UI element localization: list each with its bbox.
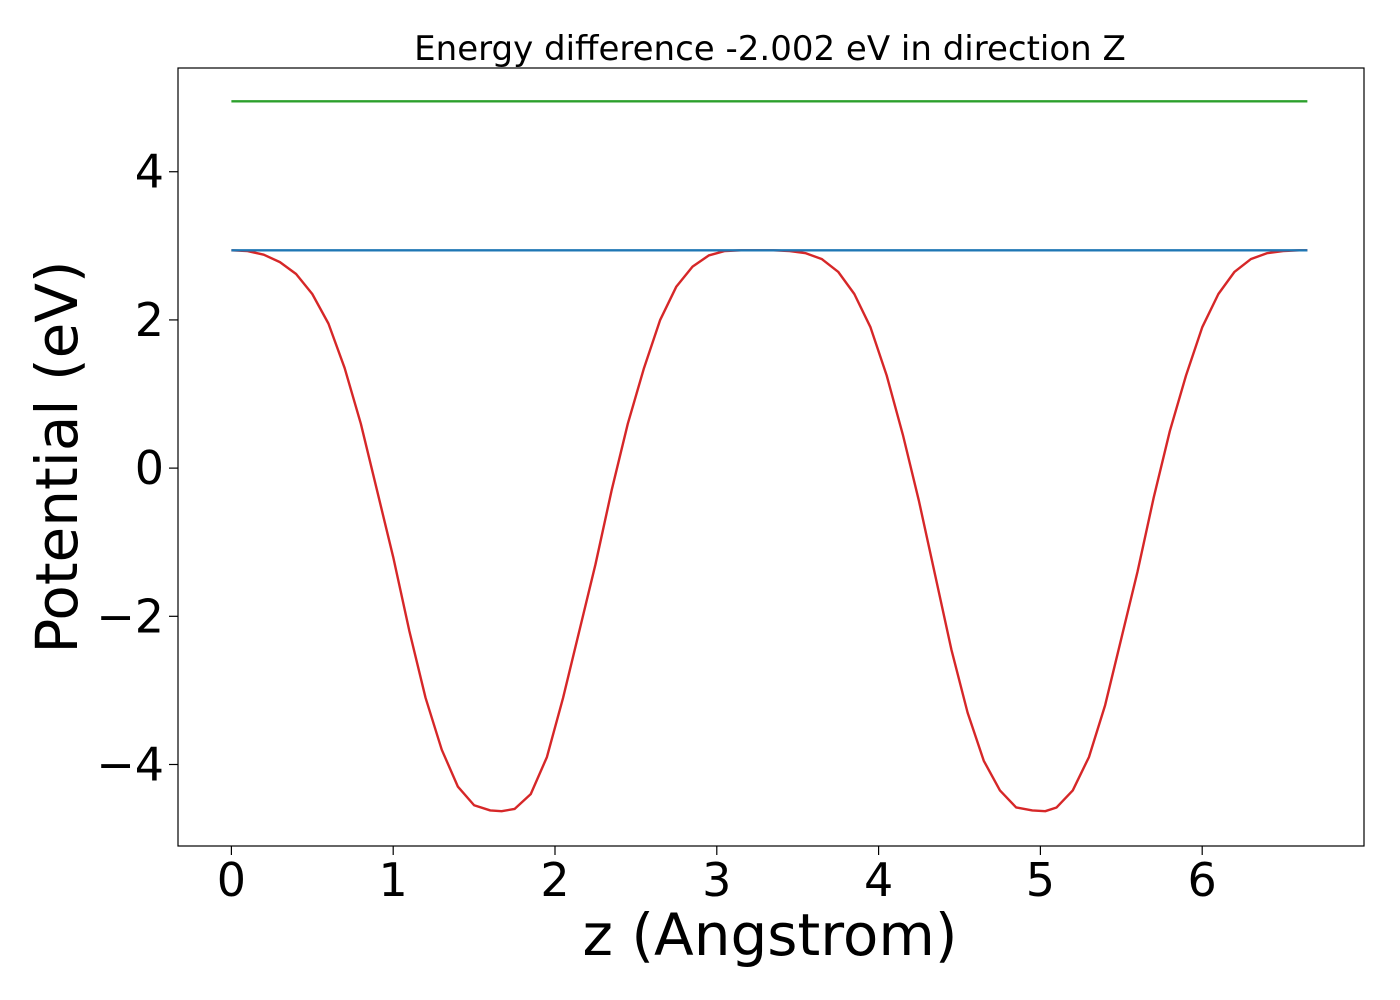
y-tick-label: 0 — [135, 441, 164, 495]
y-tick-label: 4 — [135, 145, 164, 199]
x-tick-label: 3 — [702, 853, 731, 907]
chart-title: Energy difference -2.002 eV in direction… — [414, 29, 1126, 69]
series-line-0 — [231, 249, 1308, 813]
x-tick-label: 6 — [1188, 853, 1217, 907]
series-group — [231, 100, 1308, 813]
x-tick-label: 5 — [1026, 853, 1055, 907]
x-tick-label: 0 — [217, 853, 246, 907]
x-tick-label: 1 — [379, 853, 408, 907]
plot-area-frame — [177, 67, 1365, 847]
x-tick-label: 2 — [540, 853, 569, 907]
x-axis-ticks: 0 1 2 3 4 5 6 — [217, 846, 1217, 907]
y-tick-label: −4 — [96, 737, 164, 791]
x-tick-label: 4 — [864, 853, 893, 907]
y-tick-label: −2 — [96, 589, 164, 643]
y-axis-ticks: −4 −2 0 2 4 — [96, 145, 178, 791]
x-axis-label: z (Angstrom) — [583, 901, 958, 969]
y-axis-label: Potential (eV) — [23, 260, 91, 653]
y-tick-label: 2 — [135, 293, 164, 347]
